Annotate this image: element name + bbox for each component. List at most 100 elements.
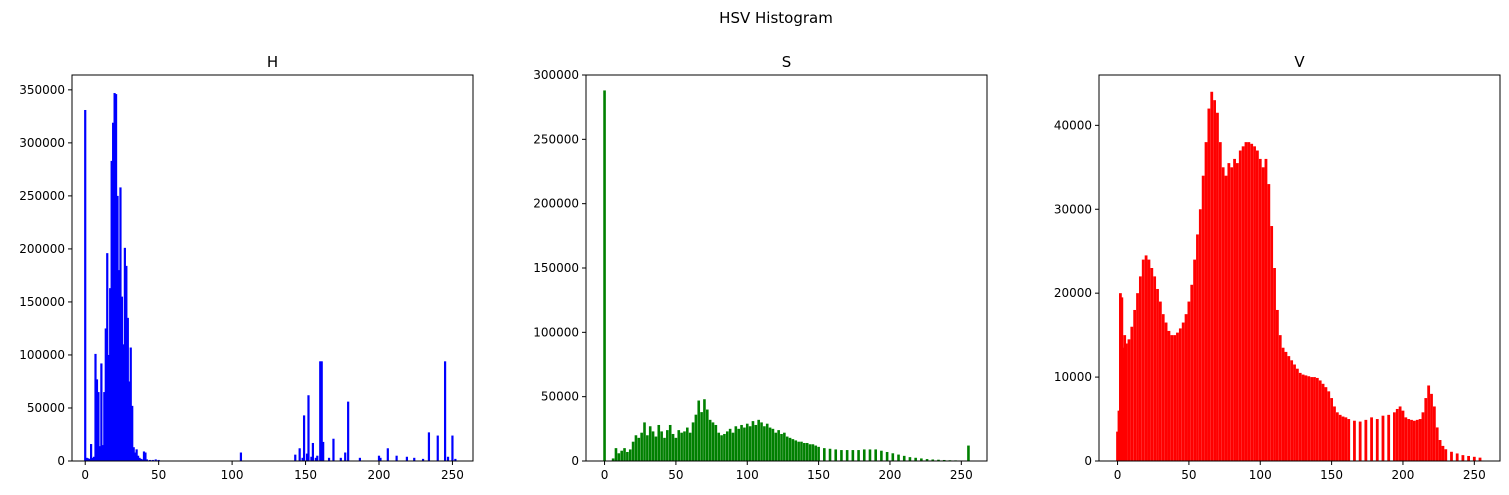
- bar: [683, 431, 686, 461]
- bar: [920, 458, 923, 461]
- bar: [87, 458, 90, 461]
- y-tick-label: 300000: [19, 136, 65, 150]
- bar: [611, 458, 615, 461]
- bar: [691, 422, 695, 461]
- bar: [666, 430, 669, 461]
- bar: [1218, 142, 1222, 461]
- x-tick-label: 200: [879, 468, 902, 482]
- bar: [617, 453, 621, 461]
- x-tick-label: 100: [1249, 468, 1272, 482]
- bar: [132, 447, 135, 461]
- bar: [785, 436, 789, 461]
- bar: [937, 459, 940, 461]
- bar: [1233, 158, 1236, 461]
- bar: [129, 347, 132, 461]
- bar: [1120, 297, 1124, 461]
- bar: [95, 379, 99, 461]
- bar: [1123, 335, 1127, 461]
- bar: [1321, 383, 1325, 461]
- bar: [620, 450, 623, 461]
- bar: [800, 441, 803, 461]
- bar: [1133, 309, 1137, 461]
- bar: [88, 458, 91, 461]
- bars-v: [1116, 91, 1482, 462]
- x-tick-label: 0: [1114, 468, 1122, 482]
- bar: [125, 265, 128, 461]
- bar: [931, 459, 935, 461]
- panel-title: S: [782, 53, 792, 71]
- bar: [344, 452, 347, 461]
- y-tick-label: 100000: [19, 348, 65, 362]
- bar: [880, 450, 883, 461]
- bar: [628, 449, 632, 461]
- bar: [298, 448, 301, 461]
- bar: [90, 444, 93, 461]
- bar: [1164, 322, 1168, 461]
- y-tick-label: 200000: [19, 242, 65, 256]
- bar: [1116, 431, 1119, 461]
- bar: [358, 457, 361, 461]
- bar: [720, 435, 723, 461]
- bar: [113, 93, 116, 461]
- bar: [697, 400, 701, 461]
- bar: [141, 459, 144, 461]
- bar: [1404, 417, 1408, 461]
- bar: [154, 459, 157, 461]
- bar: [942, 459, 946, 461]
- bar: [314, 457, 317, 461]
- bar: [1430, 393, 1433, 461]
- y-tick-label: 300000: [533, 68, 579, 82]
- bar: [1333, 406, 1336, 461]
- bar: [657, 424, 661, 461]
- bar: [737, 428, 740, 461]
- bar: [862, 449, 866, 461]
- bar: [138, 457, 141, 461]
- axes-frame: [1098, 74, 1501, 462]
- bar: [1415, 419, 1419, 461]
- y-tick-label: 50000: [541, 390, 579, 404]
- bar: [780, 433, 783, 461]
- y-tick-label: 350000: [19, 83, 65, 97]
- y-tick-label: 150000: [19, 295, 65, 309]
- x-tick-label: 50: [668, 468, 683, 482]
- bar: [142, 451, 146, 461]
- bar: [1213, 100, 1216, 462]
- bar: [1344, 417, 1348, 461]
- bar: [319, 361, 322, 461]
- bar: [1307, 376, 1311, 461]
- bar: [677, 430, 681, 461]
- bar: [1207, 108, 1211, 461]
- bar: [1119, 293, 1122, 461]
- bar: [723, 433, 726, 461]
- bar: [1264, 158, 1268, 461]
- bar: [92, 456, 96, 461]
- bar: [891, 453, 895, 461]
- bar: [386, 448, 389, 461]
- bar: [754, 424, 758, 461]
- bar: [128, 381, 131, 461]
- y-tick-label: 250000: [533, 132, 579, 146]
- bar: [1238, 150, 1242, 461]
- bar: [134, 452, 137, 461]
- bar: [94, 353, 97, 461]
- bar: [1187, 301, 1191, 461]
- bar: [1256, 150, 1259, 461]
- bar: [1144, 255, 1148, 461]
- bar: [1455, 453, 1459, 461]
- x-tick-label: 200: [1392, 468, 1415, 482]
- bar: [1275, 309, 1279, 461]
- bar: [1438, 440, 1442, 461]
- bar: [1270, 226, 1274, 461]
- bar: [1278, 335, 1282, 461]
- bar: [302, 415, 306, 461]
- panel-h: 0 50 100 150 200 250 0 50000 100000 150000 200000 2…: [19, 53, 474, 482]
- panel-s: 0 50 100 150 200 250 0 50000 100000 150000 200000 2…: [533, 53, 988, 482]
- x-tick-label: 150: [1320, 468, 1343, 482]
- bar: [1201, 175, 1205, 461]
- bar: [1418, 419, 1422, 461]
- bar: [783, 432, 786, 461]
- y-tick-label: 30000: [1054, 202, 1092, 216]
- bar: [791, 439, 795, 461]
- bar: [648, 426, 652, 461]
